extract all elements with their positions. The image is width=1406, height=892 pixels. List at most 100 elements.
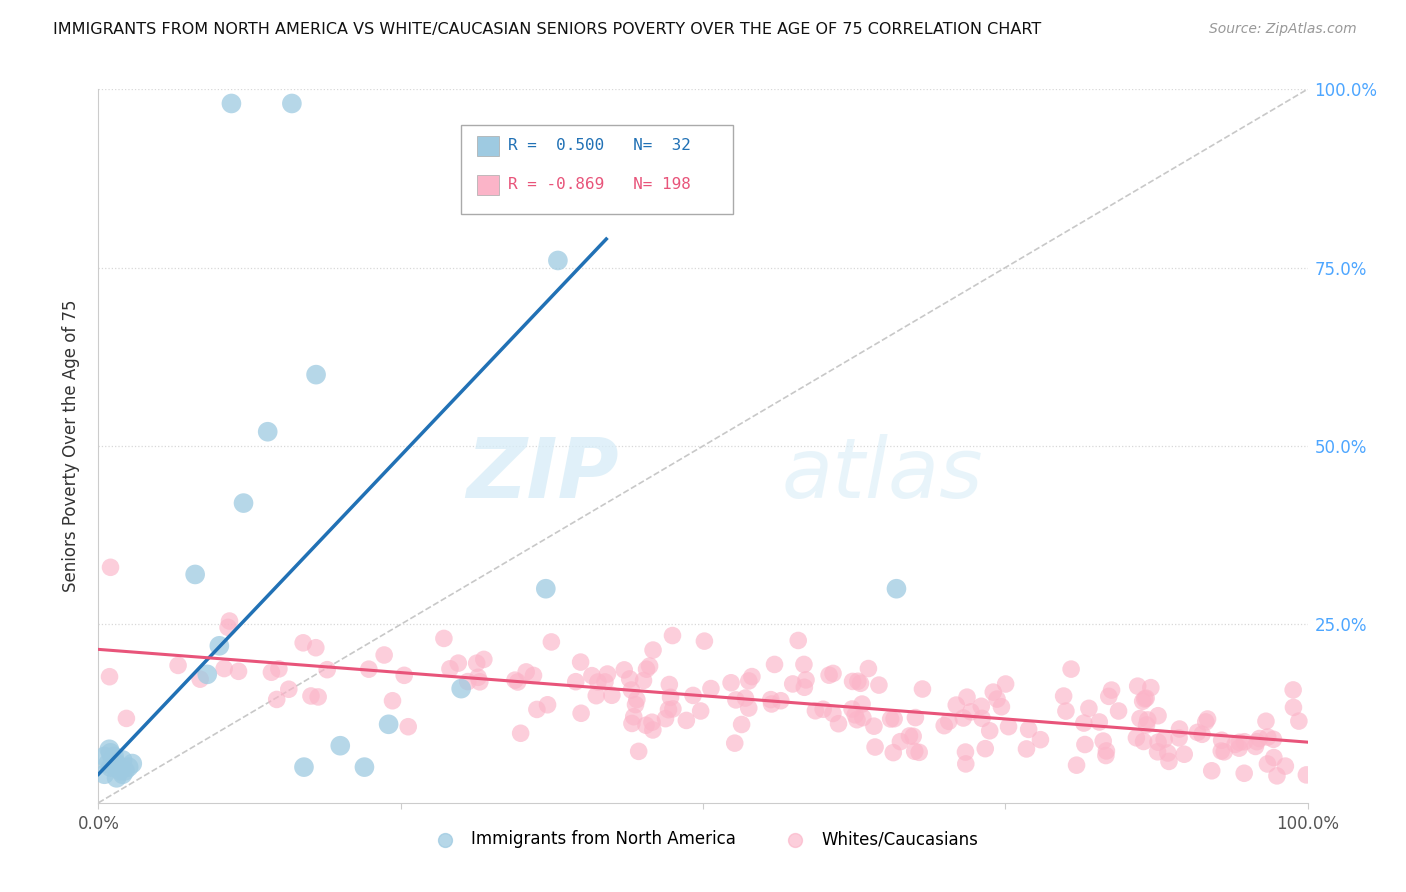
Point xyxy=(1295,768,1317,782)
Point xyxy=(1233,735,1256,749)
Point xyxy=(457,674,479,689)
Point xyxy=(841,702,863,716)
Text: R = -0.869   N= 198: R = -0.869 N= 198 xyxy=(509,177,692,192)
Point xyxy=(626,692,648,706)
Point xyxy=(506,675,529,690)
Point xyxy=(381,694,404,708)
Point xyxy=(228,665,250,679)
Point xyxy=(1249,731,1271,746)
Point xyxy=(392,668,415,682)
Point xyxy=(908,745,931,759)
Point xyxy=(373,648,395,662)
Point xyxy=(852,711,875,725)
Point xyxy=(540,635,562,649)
Point xyxy=(1227,735,1250,749)
Point xyxy=(886,582,908,596)
Point xyxy=(955,756,977,771)
Point xyxy=(997,720,1019,734)
Text: Source: ZipAtlas.com: Source: ZipAtlas.com xyxy=(1209,22,1357,37)
Point xyxy=(634,718,657,732)
Point xyxy=(1263,750,1285,764)
Point xyxy=(188,672,211,686)
Point xyxy=(724,693,747,707)
Point xyxy=(658,677,681,691)
Point xyxy=(281,96,304,111)
Point xyxy=(627,744,650,758)
Point xyxy=(1125,731,1147,745)
Point xyxy=(898,729,921,743)
Point xyxy=(1052,689,1074,703)
Point xyxy=(1256,756,1278,771)
Point xyxy=(846,674,869,689)
Point xyxy=(1088,714,1111,729)
Point xyxy=(292,760,315,774)
Point xyxy=(1265,769,1288,783)
Point xyxy=(299,689,322,703)
Point xyxy=(232,496,254,510)
Point xyxy=(1157,746,1180,760)
Point xyxy=(818,668,841,682)
Point xyxy=(1140,681,1163,695)
Point xyxy=(1211,733,1233,747)
Point xyxy=(1098,690,1121,704)
Point xyxy=(100,560,122,574)
Point xyxy=(700,681,723,696)
Point xyxy=(1147,735,1170,749)
Point xyxy=(1054,704,1077,718)
Point xyxy=(100,760,122,774)
Point xyxy=(620,716,643,731)
Point xyxy=(569,655,592,669)
Point xyxy=(114,764,136,778)
Point xyxy=(763,657,786,672)
Point xyxy=(641,715,664,730)
Point xyxy=(759,692,782,706)
Point xyxy=(794,673,817,687)
Point xyxy=(952,711,974,725)
Point xyxy=(1133,692,1156,706)
Point xyxy=(1129,712,1152,726)
Point xyxy=(675,714,697,728)
Point xyxy=(1092,734,1115,748)
Point xyxy=(260,665,283,680)
Legend: Immigrants from North America, Whites/Caucasians: Immigrants from North America, Whites/Ca… xyxy=(422,824,984,855)
Point xyxy=(439,662,461,676)
Point xyxy=(98,742,121,756)
Point xyxy=(851,697,873,711)
Point xyxy=(858,661,880,675)
Point xyxy=(1135,691,1157,706)
Point xyxy=(1246,734,1268,748)
Point xyxy=(633,673,655,688)
Point xyxy=(292,636,315,650)
Point xyxy=(960,705,983,719)
Point xyxy=(266,692,288,706)
Point xyxy=(433,632,456,646)
Point xyxy=(1015,742,1038,756)
Point xyxy=(218,614,240,628)
Point xyxy=(1077,701,1099,715)
Point xyxy=(468,674,491,689)
Point xyxy=(720,675,742,690)
Point xyxy=(515,665,537,679)
Point xyxy=(316,663,339,677)
Point xyxy=(1244,739,1267,754)
Point xyxy=(547,253,569,268)
Point xyxy=(970,699,993,714)
Point xyxy=(600,688,623,702)
Point xyxy=(267,662,290,676)
Point xyxy=(613,663,636,677)
Point xyxy=(1101,683,1123,698)
Point xyxy=(883,712,905,726)
Point xyxy=(662,702,685,716)
Point xyxy=(277,682,299,697)
Point xyxy=(804,704,827,718)
Point xyxy=(509,726,531,740)
Point xyxy=(841,674,863,689)
Point xyxy=(863,719,886,733)
Point xyxy=(217,620,239,634)
Point xyxy=(522,668,544,682)
Point xyxy=(467,670,489,684)
Point xyxy=(1274,759,1296,773)
Point xyxy=(93,749,115,764)
Point xyxy=(990,699,1012,714)
Point xyxy=(636,662,658,676)
